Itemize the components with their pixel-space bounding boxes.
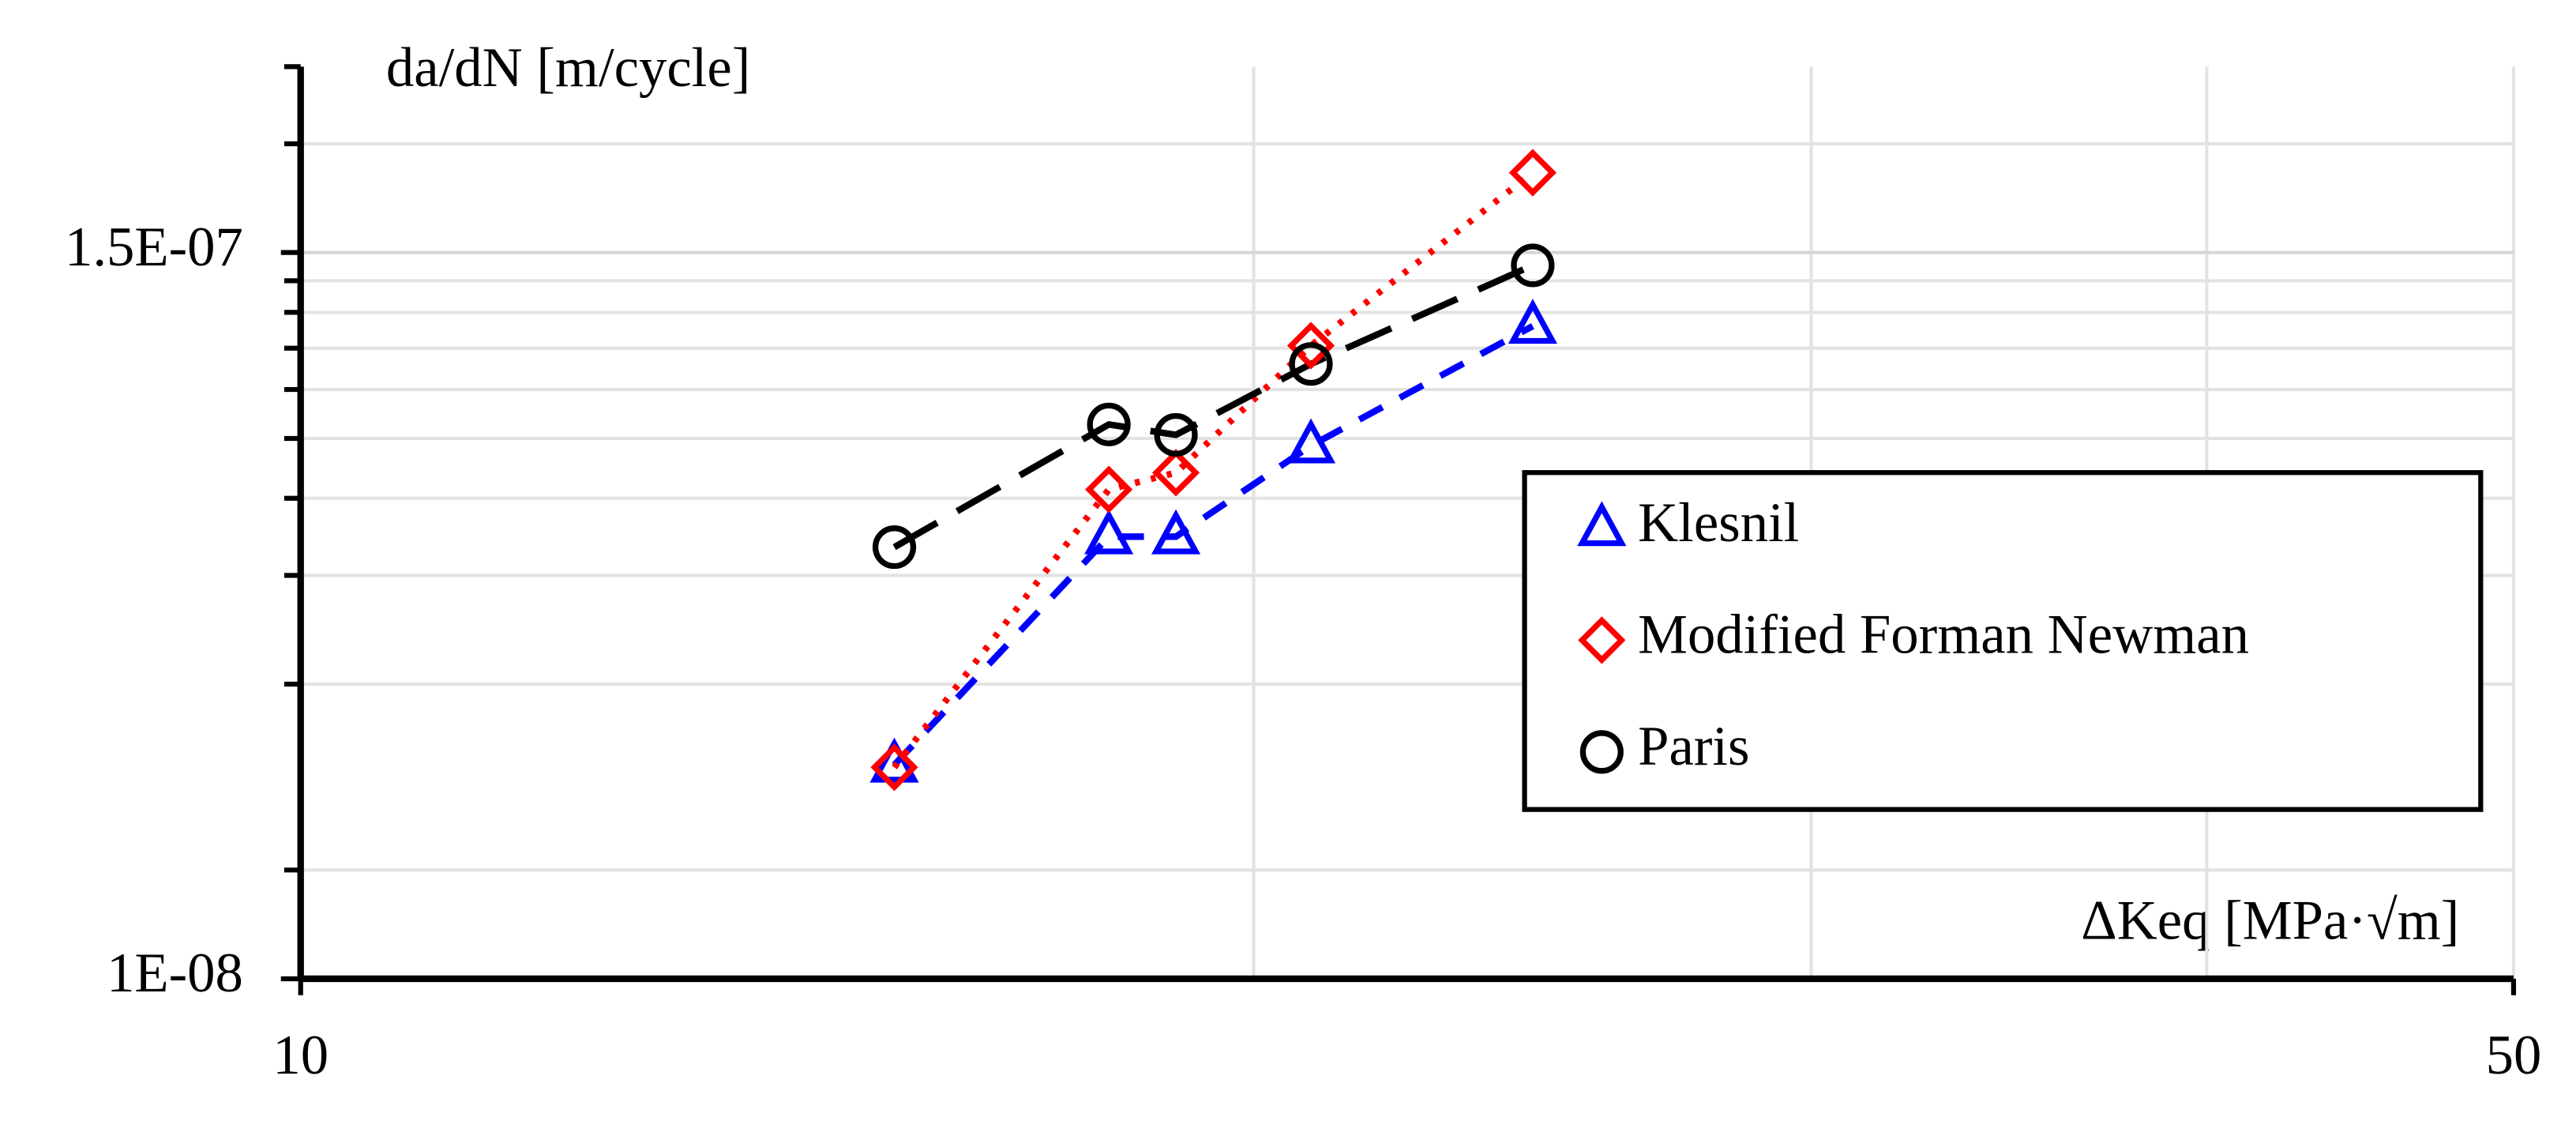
marker-triangle xyxy=(1577,501,1627,547)
marker-circle xyxy=(872,525,917,570)
marker-circle xyxy=(1289,342,1333,386)
marker-circle xyxy=(1579,730,1624,774)
marker-triangle xyxy=(1286,418,1336,464)
marker-triangle xyxy=(869,737,919,783)
marker-circle xyxy=(1154,412,1198,457)
legend-box xyxy=(1522,470,2484,812)
legend-label: Paris xyxy=(1638,716,1749,777)
series-line xyxy=(892,170,1535,769)
marker-diamond xyxy=(1508,149,1557,197)
marker-circle xyxy=(1511,243,1555,288)
series-line xyxy=(892,323,1534,768)
marker-diamond xyxy=(1151,449,1200,497)
marker-diamond xyxy=(1286,322,1335,370)
x-tick-label: 10 xyxy=(272,1025,329,1086)
marker-triangle xyxy=(1508,299,1558,344)
y-tick-label: 1.5E-07 xyxy=(65,216,243,278)
marker-diamond xyxy=(1085,465,1133,513)
series-line xyxy=(892,262,1534,551)
marker-circle xyxy=(1087,402,1131,446)
legend-label: Modified Forman Newman xyxy=(1638,604,2249,666)
marker-triangle xyxy=(1151,509,1201,555)
marker-triangle xyxy=(1084,509,1134,555)
legend-label: Klesnil xyxy=(1638,492,1799,554)
marker-diamond xyxy=(870,743,918,792)
legend: Klesnil Modified Forman Newman Paris xyxy=(1522,470,2484,812)
y-axis-title: da/dN [m/cycle] xyxy=(386,37,750,99)
x-axis-title: ΔKeq [MPa·√m] xyxy=(2081,890,2459,952)
x-tick-label: 50 xyxy=(2486,1025,2542,1086)
y-tick-label: 1E-08 xyxy=(107,942,243,1004)
marker-diamond xyxy=(1578,616,1626,664)
